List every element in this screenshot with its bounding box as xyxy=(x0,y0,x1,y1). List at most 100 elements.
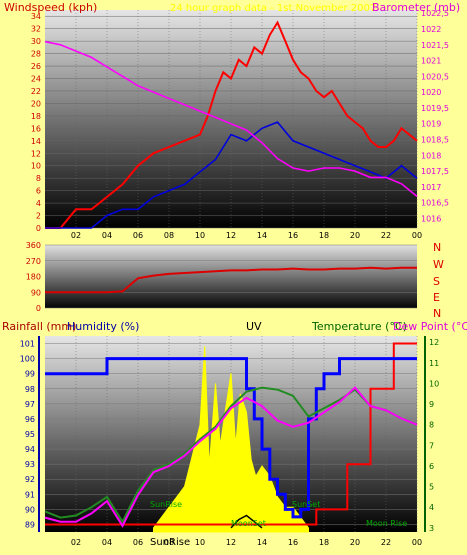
sunrise-axis-label: SunRise xyxy=(150,537,190,548)
wind-series-line-average xyxy=(45,121,418,229)
direction-y-tick-label: 180 xyxy=(26,273,41,282)
compass-w: W xyxy=(433,258,444,271)
wind-series-line-gust xyxy=(45,20,418,229)
header-title: 24 hour graph data - 1st November 2007 xyxy=(170,3,376,14)
climate-series-group xyxy=(44,342,418,533)
dewpoint-title: Dew Point (°C) xyxy=(393,320,467,333)
wind-x-tick-label: 20 xyxy=(350,231,360,240)
wind-x-tick-label: 16 xyxy=(288,231,298,240)
wind-y-tick-label: 18 xyxy=(31,112,41,121)
baro-y-tick-label: 1017 xyxy=(421,183,441,192)
compass-n-bottom: N xyxy=(433,307,441,320)
baro-y-tick-label: 1021,5 xyxy=(421,41,449,50)
wind-x-tick-label: 04 xyxy=(102,231,112,240)
climate-series-line-dew-point xyxy=(44,386,418,528)
humidity-y-tick-label: 95 xyxy=(25,430,35,439)
humidity-y-tick-label: 94 xyxy=(25,445,35,454)
wind-y-tick-label: 16 xyxy=(31,124,41,133)
climate-x-tick-label: 20 xyxy=(350,538,360,547)
wind-y-tick-label: 22 xyxy=(31,87,41,96)
wind-plot-area xyxy=(45,10,417,228)
baro-y-tick-label: 1017,5 xyxy=(421,167,449,176)
compass-s: S xyxy=(433,275,440,288)
wind-y-tick-label: 8 xyxy=(36,174,41,183)
direction-y-tick-label: 0 xyxy=(36,304,41,313)
temp-y-tick-label: 12 xyxy=(429,338,439,347)
uv-title: UV xyxy=(246,320,262,333)
direction-y-tick-label: 90 xyxy=(31,288,41,297)
barometer-title: Barometer (mb) xyxy=(372,1,460,14)
baro-y-tick-label: 1020 xyxy=(421,88,441,97)
compass-n-top: N xyxy=(433,241,441,254)
humidity-y-tick-label: 91 xyxy=(25,490,35,499)
baro-y-tick-label: 1020,5 xyxy=(421,72,449,81)
humidity-title: Humidity (%) xyxy=(67,320,139,333)
wind-y-tick-label: 34 xyxy=(31,12,41,21)
direction-series-line xyxy=(45,266,417,294)
climate-x-tick-label: 18 xyxy=(319,538,329,547)
wind-x-tick-label: 14 xyxy=(257,231,267,240)
humidity-y-tick-label: 99 xyxy=(25,370,35,379)
wind-x-tick-label: 12 xyxy=(226,231,236,240)
wind-y-tick-label: 4 xyxy=(36,199,41,208)
climate-series-line-rainfall xyxy=(45,342,417,526)
climate-x-tick-label: 16 xyxy=(288,538,298,547)
temp-y-tick-label: 10 xyxy=(429,379,439,388)
wind-y-tick-label: 24 xyxy=(31,75,41,84)
humidity-y-tick-label: 100 xyxy=(20,355,35,364)
humidity-y-tick-label: 93 xyxy=(25,460,35,469)
climate-series-line-solar xyxy=(230,514,263,529)
compass-e: E xyxy=(433,291,440,304)
temp-y-tick-label: 5 xyxy=(429,483,434,492)
baro-y-tick-label: 1021 xyxy=(421,57,441,66)
wind-y-tick-label: 10 xyxy=(31,162,41,171)
temp-y-tick-label: 8 xyxy=(429,421,434,430)
rainfall-title: Rainfall (mm) xyxy=(2,320,76,333)
temp-y-tick-label: 7 xyxy=(429,441,434,450)
climate-x-tick-label: 14 xyxy=(257,538,267,547)
moonset-label: MoonSet xyxy=(231,519,266,528)
wind-y-tick-label: 2 xyxy=(36,212,41,221)
wind-y-tick-label: 32 xyxy=(31,25,41,34)
climate-x-tick-label: 10 xyxy=(195,538,205,547)
climate-x-tick-label: 22 xyxy=(381,538,391,547)
wind-y-tick-label: 0 xyxy=(36,224,41,233)
humidity-y-tick-label: 96 xyxy=(25,415,35,424)
axis-labels-group: 024681012141618202224262830323410161016,… xyxy=(20,9,449,547)
climate-x-tick-label: 02 xyxy=(71,538,81,547)
temp-y-tick-label: 11 xyxy=(429,359,439,368)
wind-x-tick-label: 02 xyxy=(71,231,81,240)
moonrise-label: Moon Rise xyxy=(366,519,407,528)
wind-series-group xyxy=(44,20,418,229)
baro-y-tick-label: 1022 xyxy=(421,25,441,34)
wind-x-tick-label: 06 xyxy=(133,231,143,240)
wind-x-tick-label: 18 xyxy=(319,231,329,240)
baro-y-tick-label: 1022,5 xyxy=(421,9,449,18)
wind-y-tick-label: 28 xyxy=(31,50,41,59)
baro-y-tick-label: 1018,5 xyxy=(421,136,449,145)
direction-gridlines xyxy=(45,244,417,309)
wind-y-tick-label: 12 xyxy=(31,149,41,158)
humidity-y-tick-label: 101 xyxy=(20,340,35,349)
wind-x-tick-label: 00 xyxy=(412,231,422,240)
temp-y-tick-label: 6 xyxy=(429,462,434,471)
climate-x-tick-label: 06 xyxy=(133,538,143,547)
windspeed-title: Windspeed (kph) xyxy=(4,1,97,14)
wind-y-tick-label: 30 xyxy=(31,37,41,46)
temp-y-tick-label: 3 xyxy=(429,524,434,533)
climate-x-tick-label: 08 xyxy=(164,538,174,547)
humidity-y-tick-label: 92 xyxy=(25,475,35,484)
direction-y-tick-label: 360 xyxy=(26,241,41,250)
temp-y-tick-label: 4 xyxy=(429,503,434,512)
humidity-y-tick-label: 97 xyxy=(25,400,35,409)
humidity-y-tick-label: 89 xyxy=(25,520,35,529)
wind-x-tick-label: 08 xyxy=(164,231,174,240)
climate-series-line-humidity xyxy=(45,357,417,519)
climate-x-tick-label: 04 xyxy=(102,538,112,547)
direction-y-tick-label: 270 xyxy=(26,257,41,266)
baro-y-tick-label: 1019 xyxy=(421,120,441,129)
wind-y-tick-label: 20 xyxy=(31,99,41,108)
direction-series-group xyxy=(45,266,417,294)
temp-y-tick-label: 9 xyxy=(429,400,434,409)
